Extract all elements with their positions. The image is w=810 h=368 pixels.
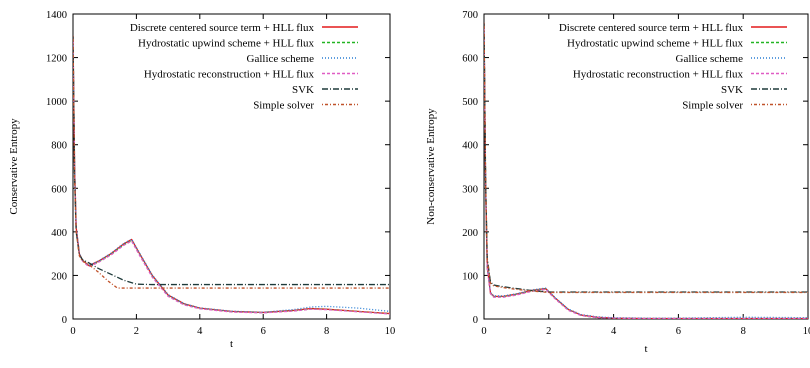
- y-axis-label: Conservative Entropy: [8, 118, 20, 215]
- legend-label: SVK: [721, 84, 743, 96]
- chart-1: 0 2 4 6 8 10 0 200 400 600 800 1000 1200 1400 t Conserv…: [8, 10, 395, 350]
- x-tick-label: 2: [134, 326, 139, 337]
- plot-frame: [483, 13, 809, 320]
- y-tick-label: 0: [62, 315, 67, 326]
- series-line-4: [484, 22, 808, 319]
- x-tick-label: 10: [803, 326, 810, 337]
- x-tick-label: 10: [385, 326, 396, 337]
- y-tick-label: 800: [51, 141, 67, 152]
- x-tick-label: 0: [481, 326, 486, 337]
- series-line-5: [73, 35, 390, 286]
- legend: Discrete centered source term + HLL flux…: [559, 22, 787, 112]
- x-tick-label: 8: [741, 326, 746, 337]
- y-tick-label: 300: [462, 184, 478, 195]
- series-line-6: [484, 22, 808, 294]
- y-tick-label: 600: [462, 54, 478, 65]
- x-axis-label: t: [644, 343, 647, 355]
- y-tick-label: 100: [462, 271, 478, 282]
- y-tick-label: 500: [462, 97, 478, 108]
- chart-2: 02468100100200300400500600700tNon-conser…: [425, 10, 810, 355]
- series-group: [484, 22, 808, 319]
- y-tick-label: 1200: [46, 54, 67, 65]
- x-tick-label: 8: [324, 326, 329, 337]
- legend-label: Hydrostatic upwind scheme + HLL flux: [138, 38, 314, 50]
- legend-label: Gallice scheme: [247, 53, 315, 65]
- y-tick-label: 0: [473, 315, 478, 326]
- legend-label: Discrete centered source term + HLL flux: [559, 22, 744, 34]
- y-tick-label: 600: [51, 184, 67, 195]
- series-line-3: [484, 22, 808, 319]
- legend-label: Gallice scheme: [676, 53, 744, 65]
- legend-label: Hydrostatic reconstruction + HLL flux: [144, 69, 315, 81]
- legend-label: Hydrostatic upwind scheme + HLL flux: [567, 38, 743, 50]
- legend-label: Hydrostatic reconstruction + HLL flux: [573, 69, 744, 81]
- y-axis-label: Non-conservative Entropy: [425, 108, 437, 225]
- x-tick-label: 2: [546, 326, 551, 337]
- legend-label: Discrete centered source term + HLL flux: [130, 22, 315, 34]
- series-line-5: [484, 22, 808, 293]
- plot-frame: [72, 13, 391, 320]
- y-tick-label: 200: [462, 228, 478, 239]
- y-tick-label: 200: [51, 271, 67, 282]
- y-tick-label: 700: [462, 10, 478, 21]
- y-tick-label: 1000: [46, 97, 67, 108]
- series-line-2: [484, 22, 808, 319]
- series-line-3: [73, 35, 390, 313]
- x-tick-label: 4: [611, 326, 617, 337]
- series-group: [73, 35, 390, 315]
- legend-label: Simple solver: [253, 100, 314, 112]
- y-tick-label: 1400: [46, 10, 67, 21]
- legend-label: Simple solver: [682, 100, 743, 112]
- y-tick-label: 400: [51, 228, 67, 239]
- x-tick-label: 6: [676, 326, 681, 337]
- x-axis-label: t: [230, 338, 233, 350]
- x-tick-label: 6: [261, 326, 266, 337]
- legend-label: SVK: [292, 84, 314, 96]
- legend: Discrete centered source term + HLL flux…: [130, 22, 358, 112]
- series-line-6: [73, 35, 390, 289]
- x-tick-label: 0: [70, 326, 75, 337]
- y-tick-label: 400: [462, 141, 478, 152]
- series-line-1: [484, 22, 808, 319]
- x-tick-label: 4: [197, 326, 203, 337]
